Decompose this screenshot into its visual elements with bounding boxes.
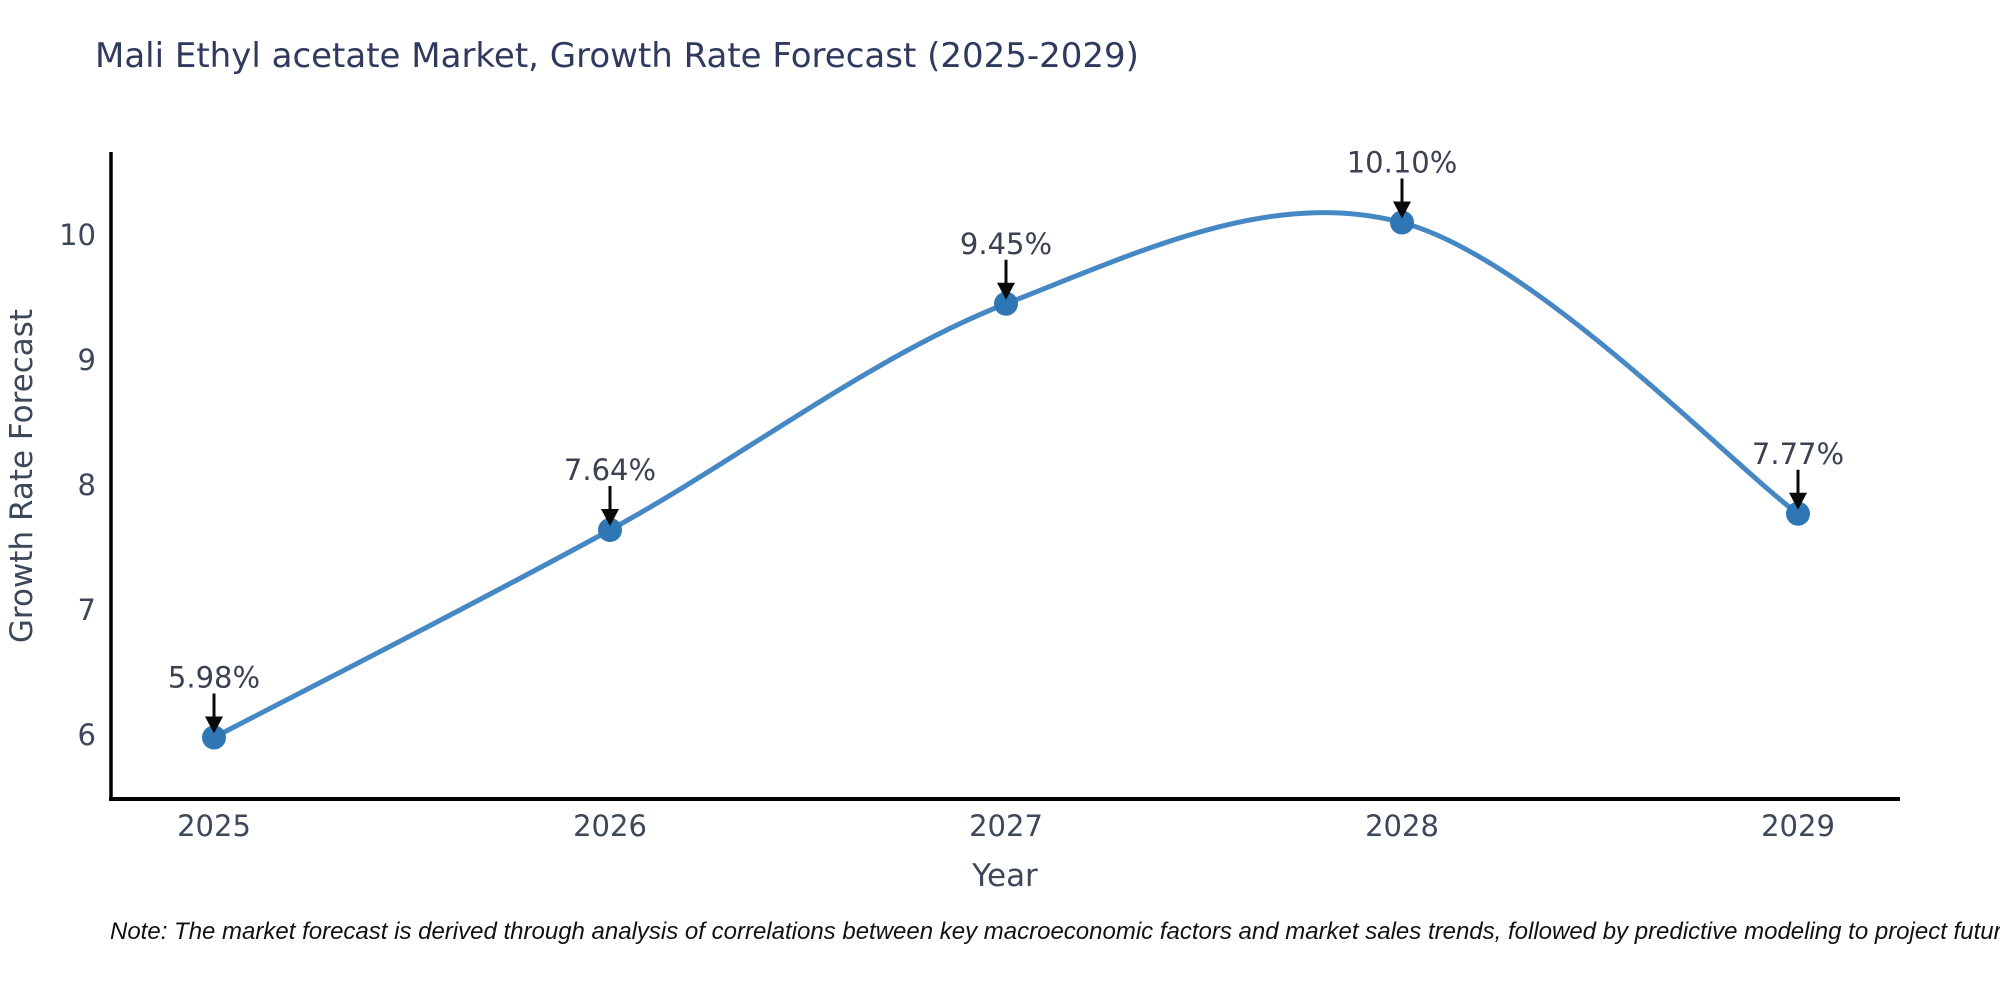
annotation-label: 7.77%	[1752, 437, 1844, 471]
y-tick-label: 6	[78, 718, 96, 752]
x-axis-title: Year	[971, 858, 1038, 894]
x-tick-label: 2029	[1761, 809, 1835, 843]
data-point-marker	[202, 725, 226, 750]
data-point-marker	[598, 518, 622, 542]
x-tick-label: 2025	[177, 809, 251, 843]
annotation-label: 10.10%	[1347, 146, 1458, 180]
annotation-label: 9.45%	[960, 227, 1052, 261]
y-tick-label: 7	[78, 593, 96, 627]
x-tick-label: 2026	[573, 809, 647, 843]
annotation-arrowhead	[205, 716, 223, 734]
y-tick-label: 9	[78, 343, 96, 377]
y-tick-label: 8	[78, 468, 96, 502]
chart-title: Mali Ethyl acetate Market, Growth Rate F…	[95, 36, 1139, 76]
data-point-marker	[994, 291, 1018, 316]
annotation-arrowhead	[1393, 201, 1411, 219]
annotation-arrowhead	[997, 282, 1015, 300]
data-point-marker	[1390, 210, 1414, 235]
chart-footnote: Note: The market forecast is derived thr…	[110, 918, 2000, 945]
data-point-marker	[1786, 501, 1810, 526]
x-tick-label: 2027	[969, 809, 1043, 843]
x-tick-label: 2028	[1365, 809, 1439, 843]
y-axis-title: Growth Rate Forecast	[4, 309, 40, 643]
annotation-arrowhead	[1789, 492, 1807, 510]
annotation-label: 7.64%	[564, 453, 656, 487]
y-tick-label: 10	[59, 218, 96, 252]
annotation-label: 5.98%	[168, 661, 260, 695]
annotation-arrowhead	[601, 509, 619, 526]
